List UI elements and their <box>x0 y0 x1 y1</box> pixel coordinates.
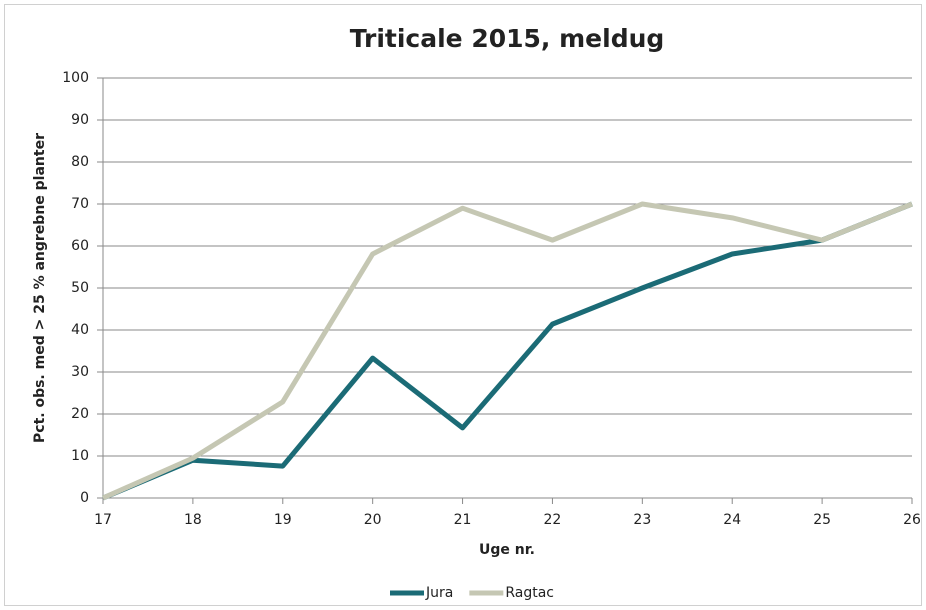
y-tick-label: 70 <box>71 196 89 212</box>
y-tick-label: 60 <box>71 238 89 254</box>
x-axis-label: Uge nr. <box>479 542 535 558</box>
y-tick-label: 100 <box>62 70 89 86</box>
x-tick-label: 19 <box>274 512 292 528</box>
y-tick-label: 90 <box>71 112 89 128</box>
y-tick-label: 30 <box>71 364 89 380</box>
x-tick-label: 21 <box>454 512 472 528</box>
chart-title: Triticale 2015, meldug <box>350 24 665 53</box>
series-line <box>102 201 913 501</box>
x-tick-label: 25 <box>813 512 831 528</box>
x-tick-label: 18 <box>184 512 202 528</box>
x-tick-label: 24 <box>723 512 741 528</box>
legend-label: Jura <box>425 585 453 601</box>
series-line <box>101 201 913 501</box>
x-tick-label: 17 <box>94 512 112 528</box>
x-tick-label: 23 <box>633 512 651 528</box>
x-tick-label: 20 <box>364 512 382 528</box>
y-axis-label: Pct. obs. med > 25 % angrebne planter <box>32 133 48 443</box>
y-tick-label: 20 <box>71 406 89 422</box>
y-tick-label: 40 <box>71 322 89 338</box>
legend-label: Ragtac <box>505 585 554 601</box>
chart-frame <box>4 4 922 606</box>
y-tick-label: 50 <box>71 280 89 296</box>
x-tick-label: 22 <box>544 512 562 528</box>
x-tick-label: 26 <box>903 512 921 528</box>
y-tick-label: 80 <box>71 154 89 170</box>
y-tick-label: 0 <box>80 490 89 506</box>
y-tick-label: 10 <box>71 448 89 464</box>
